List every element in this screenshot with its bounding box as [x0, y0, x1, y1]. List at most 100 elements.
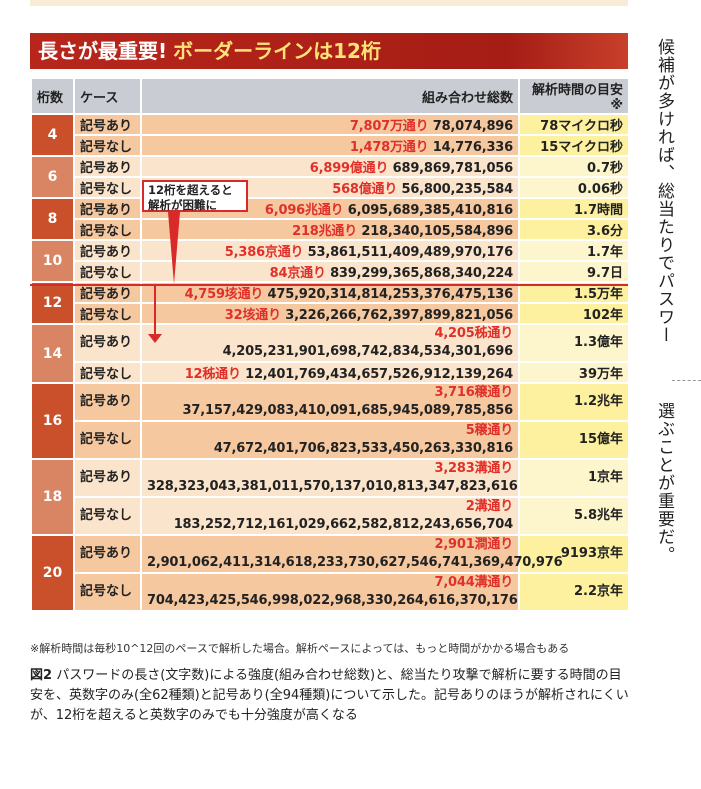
digits-cell: 4 — [30, 113, 75, 157]
table-row: 14 記号あり 4,205秭通り 4,205,231,901,698,742,834,… — [30, 323, 630, 384]
time-cell: 0.06秒 — [518, 176, 630, 199]
case-cell: 記号なし — [73, 496, 142, 536]
caption-text: パスワードの長さ(文字数)による強度(組み合わせ総数)と、総当たり攻撃で解析に要… — [30, 668, 629, 723]
time-cell: 102年 — [518, 302, 630, 325]
approx-count: 3,283溝通り — [434, 461, 513, 476]
approx-count: 12秭通り — [184, 367, 241, 382]
figure-title: 長さが最重要! ボーダーラインは12桁 — [30, 33, 628, 69]
combinations-cell: 2溝通り 183,252,712,161,029,662,582,812,243,… — [140, 496, 520, 536]
exact-count: 14,776,336 — [432, 140, 513, 155]
exact-count: 53,861,511,409,489,970,176 — [307, 245, 514, 260]
digits-cell: 12 — [30, 281, 75, 325]
case-cell: 記号あり — [73, 382, 142, 422]
approx-count: 7,807万通り — [349, 119, 429, 134]
side-text-col2: 選ぶことが重要だ。 — [654, 402, 674, 564]
time-cell: 1京年 — [518, 458, 630, 498]
exact-count: 37,157,429,083,410,091,685,945,089,785,8… — [182, 403, 514, 418]
combinations-cell: 3,716穣通り 37,157,429,083,410,091,685,945,0… — [140, 382, 520, 422]
combinations-cell: 84京通り 839,299,365,868,340,224 — [140, 260, 520, 283]
exact-count: 78,074,896 — [432, 119, 513, 134]
exact-count: 12,401,769,434,657,526,912,139,264 — [245, 367, 513, 382]
table-row: 20 記号あり 2,901澗通り 2,901,062,411,314,618,233,… — [30, 534, 630, 612]
time-cell: 0.7秒 — [518, 155, 630, 178]
header-digits: 桁数 — [30, 77, 75, 115]
time-cell: 3.6分 — [518, 218, 630, 241]
exact-count: 56,800,235,584 — [401, 182, 513, 197]
exact-count: 328,323,043,381,011,570,137,010,813,347,… — [147, 479, 518, 494]
figure-caption: 図2 パスワードの長さ(文字数)による強度(組み合わせ総数)と、総当たり攻撃で解… — [30, 666, 630, 726]
approx-count: 5穣通り — [465, 423, 513, 438]
approx-count: 4,759垓通り — [184, 287, 264, 302]
time-cell: 9.7日 — [518, 260, 630, 283]
header-combinations: 組み合わせ総数 — [140, 77, 520, 115]
case-cell: 記号なし — [73, 260, 142, 283]
case-cell: 記号なし — [73, 218, 142, 241]
digits-cell: 6 — [30, 155, 75, 199]
digits-cell: 20 — [30, 534, 75, 612]
exact-count: 689,869,781,056 — [392, 161, 514, 176]
case-cell: 記号あり — [73, 323, 142, 363]
case-cell: 記号なし — [73, 420, 142, 460]
time-cell: 1.3億年 — [518, 323, 630, 363]
combinations-cell: 2,901澗通り 2,901,062,411,314,618,233,730,62… — [140, 534, 563, 574]
case-cell: 記号なし — [73, 134, 142, 157]
table-row: 記号なし 218兆通り 218,340,105,584,896 3.6分 — [31, 218, 630, 241]
callout-pointer — [168, 212, 180, 284]
digits-cell: 18 — [30, 458, 75, 536]
side-text-col1: 候補が多ければ、総当たりでパスワー — [654, 38, 674, 344]
approx-count: 7,044溝通り — [434, 575, 513, 590]
approx-count: 3,716穣通り — [434, 385, 513, 400]
approx-count: 2,901澗通り — [434, 537, 513, 552]
table-header: 桁数 ケース 組み合わせ総数 解析時間の目安※ — [30, 77, 630, 115]
header-time: 解析時間の目安※ — [518, 77, 630, 115]
case-cell: 記号あり — [73, 155, 142, 178]
header-case: ケース — [73, 77, 142, 115]
title-part1: 長さが最重要! — [38, 39, 168, 63]
approx-count: 4,205秭通り — [434, 326, 513, 341]
table-row: 10 記号あり 5,386京通り 53,861,511,409,489,970,17… — [30, 239, 630, 283]
exact-count: 839,299,365,868,340,224 — [330, 266, 513, 281]
combinations-cell: 3,283溝通り 328,323,043,381,011,570,137,010,… — [140, 458, 520, 498]
combinations-cell: 4,205秭通り 4,205,231,901,698,742,834,534,30… — [140, 323, 520, 363]
table-row: 12 記号あり 4,759垓通り 475,920,314,814,253,376,4… — [30, 281, 630, 325]
combinations-cell: 7,044溝通り 704,423,425,546,998,022,968,330,… — [140, 572, 520, 612]
side-divider — [672, 380, 701, 381]
caption-label: 図2 — [30, 668, 53, 683]
case-cell: 記号あり — [73, 113, 142, 136]
table-row: 記号なし 84京通り 839,299,365,868,340,224 9.7日 — [31, 260, 630, 283]
approx-count: 2溝通り — [465, 499, 513, 514]
time-cell: 1.5万年 — [518, 281, 630, 304]
table-row: 6 記号あり 6,899億通り 689,869,781,056 0.7秒 — [30, 155, 630, 199]
table-row: 記号なし 32垓通り 3,226,266,762,397,899,821,056 1… — [31, 302, 630, 325]
exact-count: 3,226,266,762,397,899,821,056 — [285, 308, 513, 323]
table-row: 18 記号あり 3,283溝通り 328,323,043,381,011,570,13… — [30, 458, 630, 536]
table-row: 16 記号あり 3,716穣通り 37,157,429,083,410,091,685… — [30, 382, 630, 460]
time-cell: 78マイクロ秒 — [518, 113, 630, 136]
exact-count: 47,672,401,706,823,533,450,263,330,816 — [213, 441, 513, 456]
callout-box: 12桁を超えると 解析が困難に — [142, 180, 248, 212]
approx-count: 5,386京通り — [224, 245, 304, 260]
time-cell: 39万年 — [518, 361, 630, 384]
table-row: 記号なし 5穣通り 47,672,401,706,823,533,450,263,3… — [31, 420, 630, 460]
combinations-cell: 7,807万通り 78,074,896 — [140, 113, 520, 136]
arrow-down-icon — [148, 334, 162, 343]
table-row: 記号なし 2溝通り 183,252,712,161,029,662,582,812,… — [31, 496, 630, 536]
approx-count: 218兆通り — [292, 224, 358, 239]
case-cell: 記号なし — [73, 176, 142, 199]
time-cell: 1.7年 — [518, 239, 630, 262]
digits-cell: 10 — [30, 239, 75, 283]
combinations-cell: 5,386京通り 53,861,511,409,489,970,176 — [140, 239, 520, 262]
time-cell: 15億年 — [518, 420, 630, 460]
case-cell: 記号あり — [73, 281, 142, 304]
callout-line1: 12桁を超えると — [148, 183, 233, 197]
combinations-cell: 12秭通り 12,401,769,434,657,526,912,139,264 — [140, 361, 520, 384]
footnote: ※解析時間は毎秒10^12回のペースで解析した場合。解析ペースによっては、もっと… — [30, 642, 570, 655]
combinations-cell: 1,478万通り 14,776,336 — [140, 134, 520, 157]
exact-count: 475,920,314,814,253,376,475,136 — [267, 287, 514, 302]
callout-line2: 解析が困難に — [148, 198, 217, 212]
case-cell: 記号あり — [73, 534, 142, 574]
digits-cell: 14 — [30, 323, 75, 384]
case-cell: 記号あり — [73, 458, 142, 498]
combinations-cell: 6,899億通り 689,869,781,056 — [140, 155, 520, 178]
